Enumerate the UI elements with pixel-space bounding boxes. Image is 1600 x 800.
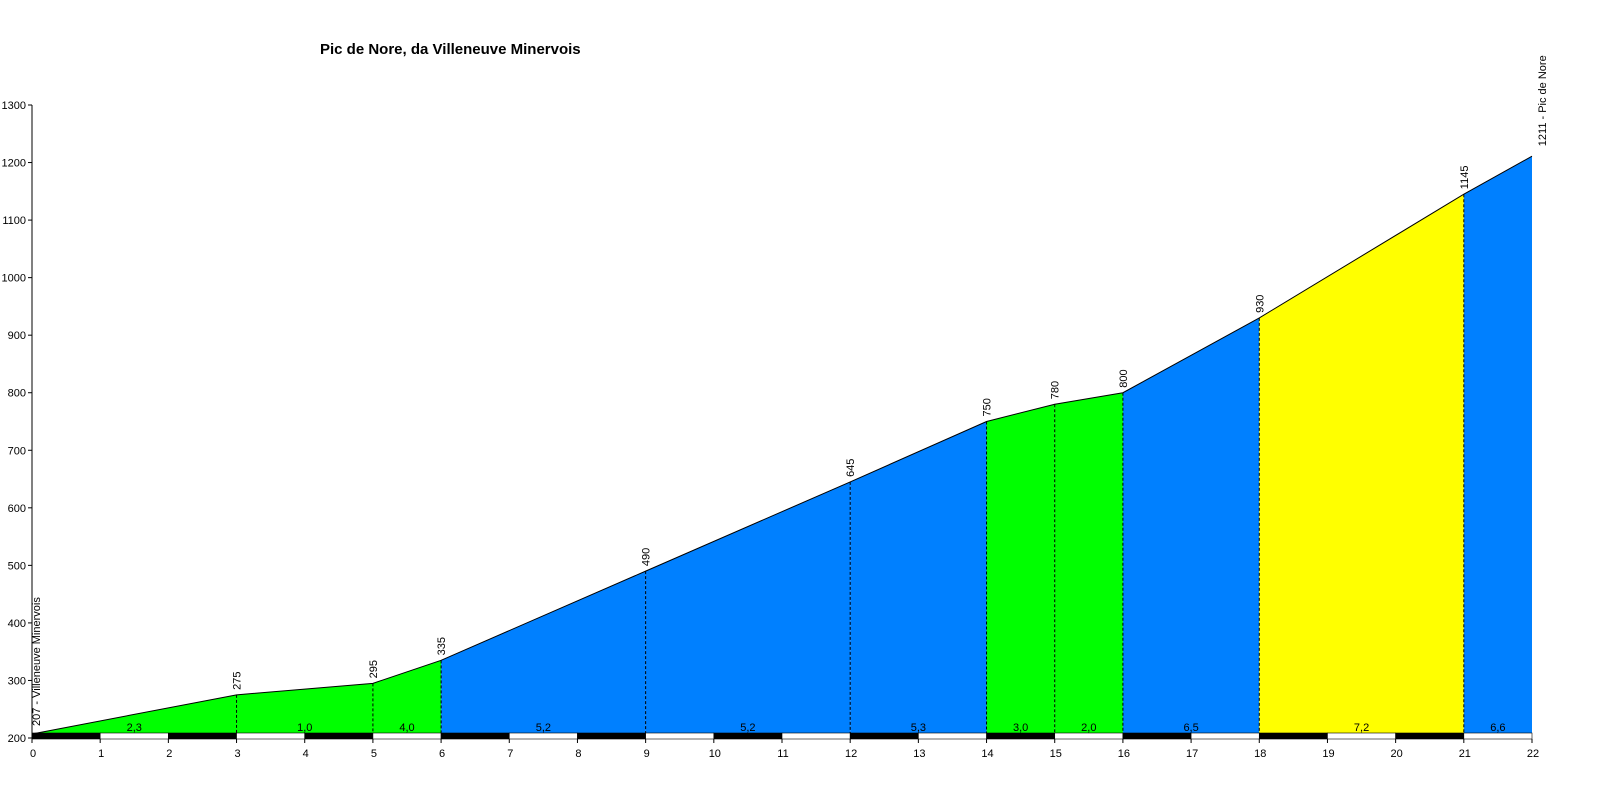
x-tick-label: 2 xyxy=(166,748,172,760)
x-tick-label: 14 xyxy=(981,748,993,760)
x-tick-label: 7 xyxy=(507,748,513,760)
segment-area xyxy=(1463,156,1532,733)
segment-area xyxy=(1259,194,1464,734)
x-tick-label: 17 xyxy=(1186,748,1198,760)
scale-bar-segment xyxy=(440,732,510,740)
elevation-labels: 207 - Villeneuve Minervois 275 295 335 490 64… xyxy=(31,55,1549,726)
scale-bar-segment xyxy=(1463,732,1533,740)
scale-bar-segment xyxy=(849,732,919,740)
scale-bar-segment xyxy=(236,732,306,740)
elevation-label: 750 xyxy=(982,398,994,416)
scale-bar-segment xyxy=(31,732,101,740)
y-tick-label: 1000 xyxy=(2,273,26,285)
segment-area xyxy=(645,481,851,733)
scale-bar-segment xyxy=(918,732,987,740)
x-tick-label: 13 xyxy=(913,748,925,760)
elevation-label: 275 xyxy=(232,671,244,689)
scale-bar-segment xyxy=(645,732,715,740)
elevation-label: 645 xyxy=(845,459,857,477)
x-tick-label: 20 xyxy=(1391,748,1403,760)
scale-bar-segment xyxy=(304,732,374,740)
y-tick-label: 400 xyxy=(8,618,26,630)
gradient-label: 6,6 xyxy=(1490,722,1505,734)
scale-bar-segment xyxy=(1122,732,1192,740)
scale-bar-segment xyxy=(1190,732,1260,740)
elevation-label: 335 xyxy=(436,637,448,655)
y-tick-label: 1200 xyxy=(2,158,26,170)
x-tick-label: 9 xyxy=(644,748,650,760)
x-tick-label: 22 xyxy=(1527,748,1539,760)
x-tick-label: 8 xyxy=(575,748,581,760)
x-tick-label: 0 xyxy=(30,748,36,760)
scale-bar-segment xyxy=(577,732,646,740)
gradient-label: 5,3 xyxy=(911,722,926,734)
segment-area xyxy=(1054,392,1123,733)
gradient-label: 7,2 xyxy=(1354,722,1369,734)
elevation-label: 207 - Villeneuve Minervois xyxy=(31,597,43,726)
gradient-labels: 2,3 1,0 4,0 5,2 5,2 5,3 3,0 2,0 6,5 7,2 6,6 xyxy=(127,722,1506,734)
x-tick-label: 11 xyxy=(777,748,788,760)
y-tick-label: 900 xyxy=(8,330,26,342)
x-tick-label: 16 xyxy=(1118,748,1130,760)
x-tick-label: 6 xyxy=(439,748,445,760)
x-tick-label: 15 xyxy=(1050,748,1062,760)
gradient-label: 5,2 xyxy=(740,722,755,734)
y-tick-label: 300 xyxy=(8,675,26,687)
x-tick-label: 3 xyxy=(234,748,240,760)
scale-bar-segment xyxy=(1395,732,1465,740)
segment-area xyxy=(850,421,987,733)
y-tick-label: 500 xyxy=(8,560,26,572)
y-tick-label: 200 xyxy=(8,733,26,745)
x-tick-label: 5 xyxy=(371,748,377,760)
elevation-label: 1145 xyxy=(1459,166,1471,190)
gradient-label: 2,0 xyxy=(1081,722,1096,734)
x-tick-label: 12 xyxy=(845,748,857,760)
y-tick-label: 600 xyxy=(8,503,26,515)
gradient-label: 2,3 xyxy=(127,722,142,734)
elevation-label: 930 xyxy=(1254,295,1266,313)
elevation-label: 800 xyxy=(1118,369,1130,387)
segment-area xyxy=(236,683,373,733)
profile-line xyxy=(31,155,1533,735)
scale-bar-segment xyxy=(781,732,851,740)
chart-title: Pic de Nore, da Villeneuve Minervois xyxy=(320,41,581,58)
gradient-label: 5,2 xyxy=(536,722,551,734)
scale-bar-segment xyxy=(168,732,237,740)
elevation-label: 780 xyxy=(1050,381,1062,399)
gradient-label: 4,0 xyxy=(399,722,414,734)
y-tick-label: 700 xyxy=(8,445,26,457)
elevation-label: 490 xyxy=(641,548,653,566)
gradient-label: 3,0 xyxy=(1013,722,1028,734)
profile-areas xyxy=(32,156,1532,734)
y-tick-label: 1300 xyxy=(2,100,26,112)
axes: 2003004005006007008009001000110012001300… xyxy=(2,100,1540,760)
x-tick-label: 1 xyxy=(98,748,104,760)
x-tick-label: 21 xyxy=(1459,748,1471,760)
gradient-label: 6,5 xyxy=(1183,722,1198,734)
distance-scale-bar xyxy=(31,732,1533,740)
x-tick-label: 4 xyxy=(303,748,309,760)
elevation-label: 295 xyxy=(368,660,380,678)
segment-area xyxy=(1122,317,1260,733)
segment-dividers xyxy=(236,194,1465,733)
y-tick-label: 800 xyxy=(8,388,26,400)
y-tick-label: 1100 xyxy=(2,215,26,227)
x-tick-label: 19 xyxy=(1322,748,1334,760)
segment-area xyxy=(441,571,646,733)
elevation-label: 1211 - Pic de Nore xyxy=(1537,55,1549,146)
profile-outline xyxy=(31,155,1533,735)
segment-area xyxy=(986,404,1055,733)
x-tick-label: 18 xyxy=(1254,748,1266,760)
scale-bar-segment xyxy=(1258,732,1328,740)
x-tick-label: 10 xyxy=(709,748,721,760)
gradient-label: 1,0 xyxy=(297,722,312,734)
segment-area xyxy=(372,660,442,733)
